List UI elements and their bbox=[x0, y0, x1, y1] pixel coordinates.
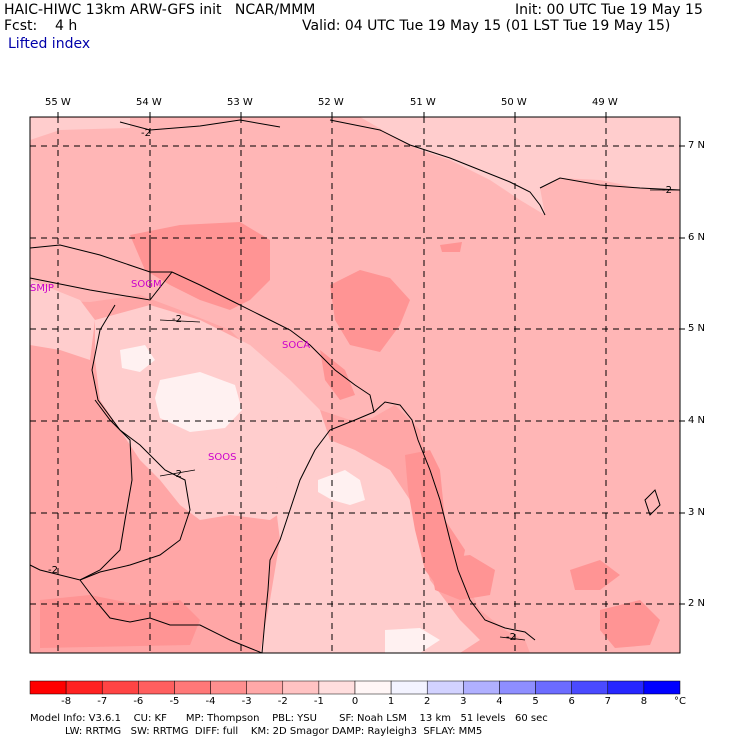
colorbar-swatch bbox=[535, 680, 572, 695]
colorbar-tick-label: 8 bbox=[640, 696, 648, 707]
colorbar-unit: °C bbox=[674, 696, 686, 707]
lifted-index-area bbox=[600, 600, 660, 648]
lat-label: 3 N bbox=[688, 507, 706, 518]
station-sogm: SOGM bbox=[131, 279, 162, 290]
colorbar-tick-label: 6 bbox=[568, 696, 575, 707]
lifted-index-area bbox=[320, 350, 355, 400]
model-info-line1: Model Info: V3.6.1 CU: KF MP: Thompson P… bbox=[30, 713, 548, 724]
colorbar-tick-label: 3 bbox=[460, 696, 467, 707]
lifted-index-area bbox=[40, 595, 200, 648]
colorbar-tick-label: 7 bbox=[604, 696, 611, 707]
lifted-index-area bbox=[120, 345, 155, 372]
colorbar-tick-label: 4 bbox=[496, 696, 503, 707]
colorbar-tick-label: -3 bbox=[241, 696, 252, 707]
colorbar-tick-label: -4 bbox=[205, 696, 216, 707]
contour-label: -2 bbox=[172, 314, 182, 325]
lon-label: 49 W bbox=[592, 97, 618, 108]
station-soca: SOCA bbox=[282, 340, 311, 351]
model-info-line2: LW: RRTMG SW: RRTMG DIFF: full KM: 2D Sm… bbox=[30, 726, 483, 737]
lifted-index-area bbox=[570, 560, 620, 590]
valid-time: Valid: 04 UTC Tue 19 May 15 (01 LST Tue … bbox=[302, 18, 671, 34]
forecast-hour: Fcst: 4 h bbox=[4, 18, 78, 34]
contour-lines bbox=[159, 189, 680, 641]
contour-label: -2 bbox=[506, 632, 516, 643]
map-frame bbox=[29, 116, 681, 654]
lat-lon-grid bbox=[30, 117, 680, 653]
station-smjp: SMJP bbox=[30, 283, 54, 294]
field-name: Lifted index bbox=[8, 36, 91, 52]
lat-label: 4 N bbox=[688, 415, 706, 426]
lon-label: 50 W bbox=[501, 97, 527, 108]
lon-label: 51 W bbox=[410, 97, 436, 108]
colorbar-tick-label: -8 bbox=[61, 696, 72, 707]
lifted-index-area bbox=[30, 118, 130, 140]
contour-label: -2 bbox=[48, 565, 58, 576]
colorbar-tick-label: 0 bbox=[351, 696, 359, 707]
colorbar-swatch bbox=[571, 680, 609, 695]
colorbar-swatch bbox=[607, 680, 645, 695]
header-title: HAIC-HIWC 13km ARW-GFS init NCAR/MMM bbox=[4, 2, 316, 18]
colorbar-swatch bbox=[101, 680, 139, 695]
lon-label: 53 W bbox=[227, 97, 253, 108]
lat-label: 2 N bbox=[688, 598, 706, 609]
lifted-index-area bbox=[155, 372, 242, 432]
lifted-index-area bbox=[260, 440, 480, 653]
lifted-index-area bbox=[385, 628, 440, 653]
colorbar-tick-label: 1 bbox=[387, 696, 395, 707]
lat-label: 5 N bbox=[688, 323, 706, 334]
colorbar-tick-label: -6 bbox=[133, 696, 144, 707]
colorbar-swatch bbox=[65, 680, 103, 695]
lifted-index-area bbox=[430, 555, 495, 600]
colorbar-swatch bbox=[390, 680, 428, 695]
lifted-index-area bbox=[130, 222, 270, 310]
lifted-index-area bbox=[318, 470, 365, 505]
colorbar-swatch bbox=[463, 680, 500, 695]
contour-label: -2 bbox=[662, 185, 672, 196]
lon-label: 55 W bbox=[45, 97, 71, 108]
colorbar-swatch bbox=[174, 680, 211, 695]
colorbar-swatch bbox=[282, 680, 320, 695]
frame-ticks bbox=[57, 112, 685, 605]
colorbar-swatch bbox=[318, 680, 356, 695]
colorbar-tick-label: -5 bbox=[169, 696, 180, 707]
lifted-index-area bbox=[440, 242, 462, 252]
init-time: Init: 00 UTC Tue 19 May 15 bbox=[515, 2, 703, 18]
colorbar-swatch bbox=[643, 680, 681, 695]
colorbar-swatch bbox=[426, 680, 464, 695]
lifted-index-area bbox=[330, 270, 410, 352]
colorbar-swatch bbox=[29, 680, 67, 695]
station-soos: SOOS bbox=[208, 452, 237, 463]
lon-label: 52 W bbox=[318, 97, 344, 108]
colorbar-tick-label: -1 bbox=[313, 696, 324, 707]
colorbar-tick-label: -7 bbox=[97, 696, 108, 707]
colorbar-swatch bbox=[499, 680, 536, 695]
colorbar-tick-label: -2 bbox=[277, 696, 288, 707]
lifted-index-area bbox=[30, 280, 95, 360]
contour-label: -2 bbox=[141, 128, 151, 139]
lifted-index-area bbox=[405, 450, 465, 590]
lat-label: 6 N bbox=[688, 232, 706, 243]
lon-label: 54 W bbox=[136, 97, 162, 108]
colorbar-swatch bbox=[210, 680, 247, 695]
colorbar-tick-label: 2 bbox=[424, 696, 431, 707]
contour-label: -2 bbox=[172, 469, 182, 480]
colorbar bbox=[29, 680, 681, 695]
colorbar-tick-label: 5 bbox=[532, 696, 539, 707]
colorbar-swatch bbox=[246, 680, 284, 695]
colorbar-swatch bbox=[354, 680, 392, 695]
coastline bbox=[29, 119, 681, 654]
lifted-index-area bbox=[360, 117, 680, 215]
lat-label: 7 N bbox=[688, 140, 706, 151]
colorbar-swatch bbox=[138, 680, 175, 695]
